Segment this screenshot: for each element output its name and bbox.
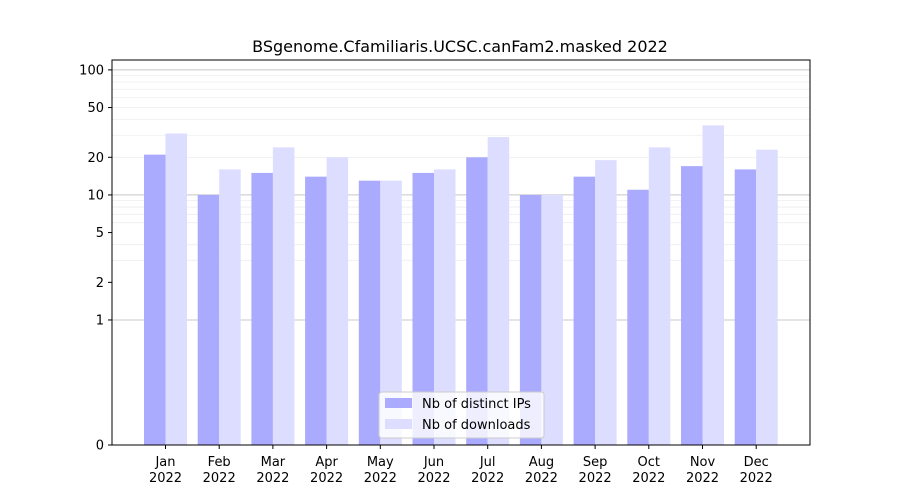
legend-label-downloads: Nb of downloads: [422, 418, 531, 433]
y-ticks: 0 1 2 5 10 20 50 100: [79, 63, 112, 454]
x-ticks: Jan2022Feb2022Mar2022Apr2022May2022Jun20…: [149, 445, 773, 486]
bar-downloads: [702, 125, 724, 445]
x-tick-label-year: 2022: [364, 471, 397, 486]
legend-swatch-distinct-ips: [385, 398, 412, 408]
y-tick-label: 20: [87, 151, 104, 166]
bar-downloads: [541, 194, 563, 445]
y-tick-label: 50: [87, 101, 104, 116]
y-tick-label: 1: [96, 313, 104, 328]
bar-distinct-ips: [681, 166, 703, 445]
bar-distinct-ips: [305, 176, 327, 445]
x-tick-label-month: Jun: [423, 455, 444, 470]
plot-frame: [111, 59, 811, 446]
x-tick-label-month: Jul: [479, 455, 496, 470]
bar-distinct-ips: [627, 189, 649, 445]
bar-distinct-ips: [734, 169, 757, 445]
x-tick-label-month: Mar: [261, 455, 286, 470]
chart-title: BSgenome.Cfamiliaris.UCSC.canFam2.masked…: [252, 37, 668, 56]
x-tick-label-month: May: [367, 455, 394, 470]
bar-downloads: [487, 137, 510, 445]
x-tick-label-month: Dec: [744, 455, 769, 470]
legend-swatch-downloads: [385, 419, 412, 429]
y-tick-label: 10: [87, 188, 104, 203]
bar-distinct-ips: [573, 176, 596, 445]
x-tick-label-year: 2022: [632, 471, 665, 486]
x-tick-label-month: Jan: [154, 455, 175, 470]
bar-distinct-ips: [412, 172, 434, 445]
x-tick-label-year: 2022: [740, 471, 773, 486]
x-tick-label-month: Oct: [638, 455, 660, 470]
bar-distinct-ips: [466, 157, 488, 445]
x-tick-label-year: 2022: [417, 471, 450, 486]
bar-distinct-ips: [197, 194, 220, 445]
bar-distinct-ips: [144, 154, 166, 446]
x-tick-label-year: 2022: [310, 471, 343, 486]
bar-downloads: [219, 169, 241, 445]
y-tick-label: 100: [79, 63, 104, 78]
x-tick-label-month: Nov: [690, 455, 716, 470]
x-tick-label-month: Sep: [583, 455, 608, 470]
y-tick-label: 2: [96, 276, 104, 291]
bar-distinct-ips: [251, 172, 273, 445]
legend-box: [378, 391, 545, 439]
x-tick-label-year: 2022: [525, 471, 558, 486]
bar-downloads: [380, 180, 402, 445]
bar-distinct-ips: [358, 180, 381, 445]
bar-downloads: [434, 169, 456, 445]
x-tick-label-year: 2022: [149, 471, 182, 486]
bar-downloads: [756, 149, 778, 446]
x-tick-label-year: 2022: [686, 471, 719, 486]
bars: [144, 125, 778, 446]
axes: [111, 59, 811, 446]
bar-distinct-ips: [519, 194, 542, 445]
y-tick-label: 0: [96, 439, 104, 454]
bar-downloads: [648, 147, 671, 446]
x-tick-label-year: 2022: [471, 471, 504, 486]
x-tick-label-year: 2022: [579, 471, 612, 486]
legend-label-distinct-ips: Nb of distinct IPs: [422, 397, 531, 412]
x-tick-label-month: Apr: [315, 455, 338, 470]
x-tick-label-month: Aug: [529, 455, 554, 470]
bar-downloads: [165, 133, 187, 445]
bar-downloads: [326, 157, 349, 445]
bar-downloads: [272, 147, 295, 446]
x-tick-label-year: 2022: [256, 471, 289, 486]
x-tick-label-year: 2022: [203, 471, 236, 486]
y-tick-label: 5: [96, 226, 104, 241]
legend: Nb of distinct IPs Nb of downloads: [378, 391, 545, 439]
bar-downloads: [595, 160, 617, 445]
x-tick-label-month: Feb: [208, 455, 231, 470]
